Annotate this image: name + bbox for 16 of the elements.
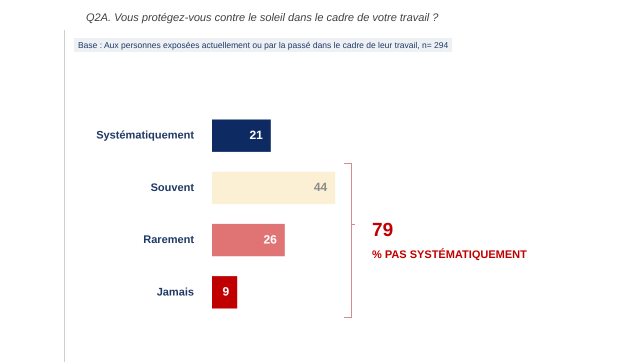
y-tick-label: Souvent: [150, 182, 194, 194]
chart-title: Q2A. Vous protégez-vous contre le soleil dans le cadre de votre travail ?: [86, 12, 438, 24]
bar: [212, 224, 285, 256]
data-label: 26: [263, 232, 278, 246]
chart-subtitle: Base : Aux personnes exposées actuellement ou par la passé dans le cadre de leur travail, n= 294: [74, 38, 452, 52]
bar: [212, 172, 336, 204]
data-label: 9: [222, 284, 230, 299]
y-tick-label: Jamais: [156, 286, 194, 298]
bar: [212, 276, 238, 308]
data-label: 44: [314, 180, 328, 194]
y-tick-label: Systématiquement: [96, 130, 194, 142]
y-tick-label: Rarement: [143, 234, 194, 246]
data-label: 21: [249, 128, 264, 142]
bar: [212, 120, 271, 152]
text: % PAS SYSTÉMATIQUEMENT: [372, 249, 527, 261]
text: 79: [372, 220, 394, 242]
